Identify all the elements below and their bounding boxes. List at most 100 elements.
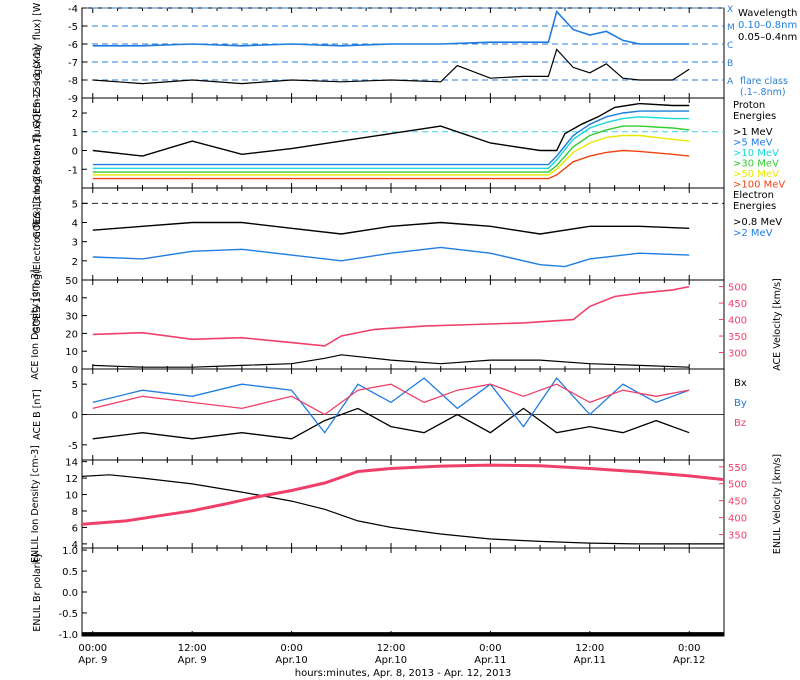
x-tick-time: 0:00 (678, 643, 700, 654)
y-tick-label: 1 (72, 128, 78, 139)
y-tick-label: -4 (68, 4, 78, 15)
legend-item: flare class (740, 76, 788, 87)
panel-frame-0 (81, 7, 725, 99)
y-axis-label: ENLIL Br polarity (32, 552, 43, 632)
y-tick-label: 5 (72, 380, 78, 391)
y-tick-label: -6 (68, 40, 78, 51)
y-tick-label: -5 (68, 22, 78, 33)
y-tick-label: -1 (68, 165, 78, 176)
xray-long-line (92, 9, 690, 47)
y-tick-label: 4 (72, 540, 78, 551)
y-tick-label: 0 (72, 411, 78, 422)
y-axis-label: ACE Ion Density [cm-3] (30, 269, 41, 379)
legend-item: 0.10–0.8nm (738, 20, 797, 31)
legend-item: Bz (734, 418, 746, 429)
y-axis-label: GOES-13 log(Electron flux) [cm-2 s-1 sr-… (32, 134, 43, 333)
legend-item: >5 MeV (733, 138, 773, 149)
legend-title: Proton (733, 100, 765, 111)
y-tick-label: 0 (72, 147, 78, 158)
electron-series-line (92, 246, 690, 268)
legend-item: >50 MeV (733, 169, 779, 180)
y-tick-label: 0.5 (62, 567, 78, 578)
panel-frame-6 (81, 547, 725, 637)
y-tick-label-right: 500 (728, 480, 747, 491)
flare-level-label: A (727, 77, 734, 87)
x-axis-title: hours:minutes, Apr. 8, 2013 - Apr. 12, 2… (295, 668, 511, 679)
x-tick-date: Apr.10 (275, 655, 307, 666)
panel-frame-2 (81, 187, 725, 281)
proton-series-line (92, 116, 690, 170)
y-axis-label: ENLIL Velocity [km/s] (772, 454, 783, 554)
y-tick-label: 10 (65, 347, 78, 358)
flare-level-label: M (727, 23, 735, 33)
ace-velocity-line (92, 285, 690, 347)
flare-level-label: C (727, 41, 733, 51)
y-tick-label: 12 (65, 474, 78, 485)
y-axis-label: GOES-15 log(Xray flux) [W m-2] (32, 0, 43, 129)
y-tick-label-right: 550 (728, 463, 747, 474)
proton-series-line (92, 110, 690, 166)
y-tick-label: 30 (65, 312, 78, 323)
y-tick-label: 4 (72, 219, 78, 230)
x-tick-date: Apr. 9 (78, 655, 107, 666)
flare-level-label: B (727, 59, 733, 69)
y-axis-label: ACE B [nT] (32, 389, 43, 440)
y-tick-label: 10 (65, 491, 78, 502)
y-tick-label: 3 (72, 238, 78, 249)
y-axis-label: ACE Velocity [km/s] (772, 278, 783, 371)
proton-series-line (92, 149, 690, 180)
x-tick-time: 00:00 (78, 643, 107, 654)
y-tick-label: 50 (65, 276, 78, 287)
ace-b-series-line (92, 383, 690, 416)
y-tick-label: 5 (72, 199, 78, 210)
proton-series-line (92, 134, 690, 176)
y-tick-label-right: 400 (728, 514, 747, 525)
y-tick-label: 6 (72, 523, 78, 534)
x-tick-time: 0:00 (280, 643, 302, 654)
y-tick-label: 0.0 (62, 588, 78, 599)
y-tick-label: -9 (68, 94, 78, 105)
legend-item: >100 MeV (733, 180, 785, 191)
y-tick-label: 8 (72, 507, 78, 518)
legend-item: (.1–.8nm) (740, 87, 786, 98)
y-tick-label: -5 (68, 441, 78, 452)
x-tick-date: Apr.12 (673, 655, 705, 666)
panel-frame-5 (81, 459, 725, 549)
y-tick-label-right: 450 (728, 497, 747, 508)
legend-item: >0.8 MeV (733, 217, 782, 228)
y-tick-label-right: 300 (728, 349, 747, 360)
x-tick-time: 0:00 (479, 643, 501, 654)
legend-item: >1 MeV (733, 127, 773, 138)
y-tick-label-right: 450 (728, 299, 747, 310)
x-tick-date: Apr. 9 (178, 655, 207, 666)
y-axis-label: ENLIL Ion Density [cm-3] (30, 445, 41, 563)
legend-title: Energies (733, 201, 776, 212)
x-tick-date: Apr.11 (474, 655, 506, 666)
electron-series-line (92, 221, 690, 235)
x-tick-date: Apr.11 (574, 655, 606, 666)
enlil-density-line (81, 474, 724, 545)
legend-item: >30 MeV (733, 159, 779, 170)
ace-b-series-line (92, 377, 690, 434)
legend-item: >2 MeV (733, 228, 773, 239)
legend-title: Energies (733, 111, 776, 122)
y-tick-label: 0 (72, 365, 78, 376)
x-tick-date: Apr.10 (375, 655, 407, 666)
y-tick-label-right: 350 (728, 530, 747, 541)
flare-level-label: X (727, 5, 733, 15)
y-tick-label: 1.0 (62, 546, 78, 557)
panel-frame-3 (81, 279, 725, 370)
y-tick-label: 2 (72, 257, 78, 268)
y-tick-label-right: 400 (728, 316, 747, 327)
y-tick-label: -7 (68, 58, 78, 69)
legend-item: By (734, 398, 747, 409)
x-tick-time: 12:00 (377, 643, 406, 654)
ace-b-series-line (92, 407, 690, 440)
y-tick-label: 2 (72, 109, 78, 120)
legend-item: >10 MeV (733, 148, 779, 159)
x-tick-time: 12:00 (575, 643, 604, 654)
legend-item: Bx (734, 378, 747, 389)
y-tick-label-right: 500 (728, 283, 747, 294)
y-axis-label: GOES-13 log(Proton flux) [cm-2 s-1 sr-1] (32, 47, 43, 238)
